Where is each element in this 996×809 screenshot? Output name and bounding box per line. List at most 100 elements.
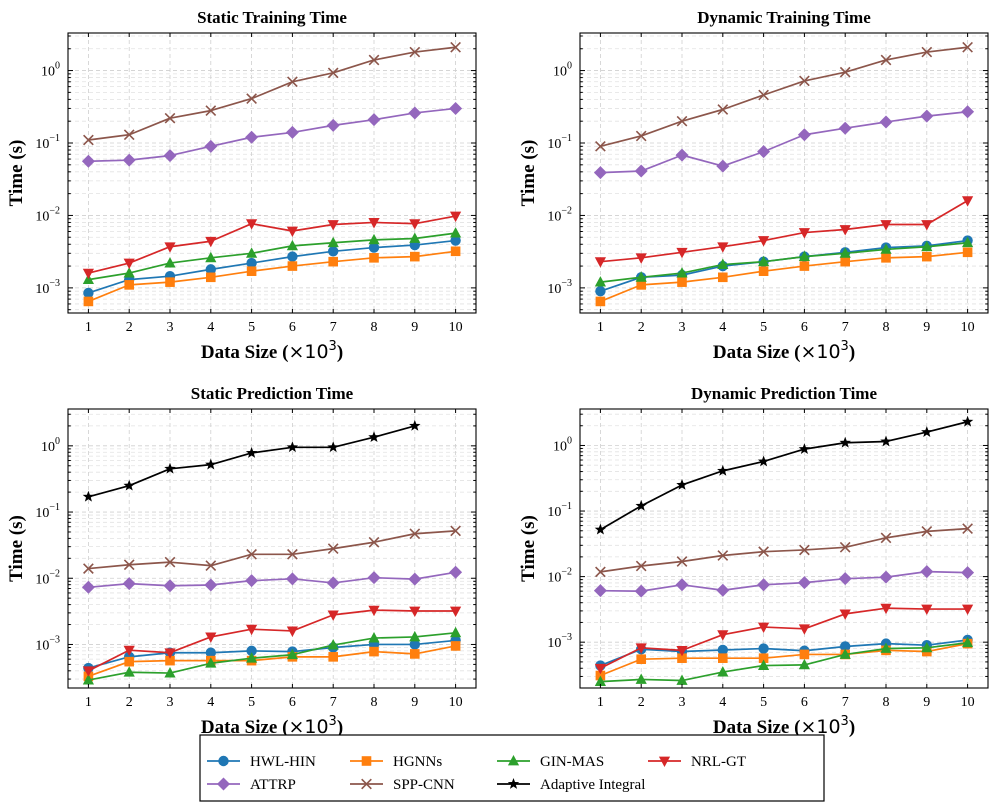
axes: 1 2 3 4 5 6 7 8 9 10 10−3 10−2 10−1 100	[35, 33, 476, 335]
data-point-gin-mas	[123, 666, 135, 677]
series-nrl-gt	[594, 196, 974, 268]
panel-title: Dynamic Training Time	[697, 8, 871, 27]
data-point-gin-mas	[758, 255, 770, 267]
x-tick-label: 8	[883, 695, 890, 710]
x-tick-label: 3	[679, 320, 686, 335]
series-attrp	[593, 565, 975, 598]
data-point-gin-mas	[798, 250, 810, 262]
x-tick-label: 9	[411, 695, 418, 710]
data-point-spp-cnn	[635, 130, 647, 142]
y-tick-label: 10−2	[35, 568, 60, 587]
series-nrl-gt	[82, 605, 462, 677]
data-point-spp-cnn	[799, 544, 810, 556]
data-point-gin-mas	[717, 666, 729, 677]
data-point-gin-mas	[839, 247, 851, 258]
axes: 1 2 3 4 5 6 7 8 9 10 10−3 10−2 10−1 100	[547, 33, 988, 335]
x-tick-label: 2	[126, 320, 133, 335]
x-tick-label: 8	[371, 320, 378, 335]
y-tick-label: 10−3	[547, 632, 572, 651]
series-line-gin-mas	[600, 641, 968, 683]
data-point-gin-mas	[798, 658, 810, 670]
data-point-nrl-gt	[368, 218, 380, 229]
data-point-hwl-hin	[205, 264, 216, 275]
series-gin-mas	[82, 626, 462, 685]
x-tick-label: 1	[85, 320, 92, 335]
data-point-attrp	[204, 578, 218, 592]
x-tick-label: 4	[207, 695, 214, 710]
data-point-attrp	[163, 149, 177, 163]
data-point-hwl-hin	[205, 647, 216, 658]
data-point-spp-cnn	[921, 46, 933, 58]
x-tick-label: 5	[248, 320, 255, 335]
data-point-adaptive-integral	[205, 458, 217, 470]
panel-static-prediction: 1 2 3 4 5 6 7 8 9 10 10−3 10−2 10−1 100 Static Predict…	[6, 384, 477, 738]
data-point-nrl-gt	[962, 196, 974, 207]
x-tick-label: 4	[719, 695, 726, 710]
data-point-hgnns	[718, 653, 728, 663]
data-point-gin-mas	[246, 652, 258, 663]
data-point-spp-cnn	[327, 543, 339, 555]
y-tick-label: 10−2	[547, 205, 572, 224]
series-spp-cnn	[595, 41, 973, 152]
data-point-nrl-gt	[921, 604, 933, 616]
data-point-attrp	[879, 570, 893, 584]
x-tick-label: 1	[85, 695, 92, 710]
data-point-hgnns	[636, 654, 646, 664]
data-point-hwl-hin	[328, 246, 339, 257]
y-tick-label: 10−2	[547, 567, 572, 586]
data-point-hgnns	[165, 655, 175, 666]
data-point-hwl-hin	[758, 643, 769, 654]
data-point-hgnns	[246, 266, 257, 276]
data-point-spp-cnn	[205, 560, 217, 572]
data-point-nrl-gt	[880, 220, 892, 231]
grid	[68, 409, 476, 688]
series-adaptive-integral	[594, 415, 974, 535]
data-point-spp-cnn	[123, 129, 135, 141]
data-point-nrl-gt	[327, 610, 339, 621]
data-point-gin-mas	[880, 642, 892, 653]
data-point-hgnns	[758, 266, 769, 276]
x-tick-label: 10	[961, 695, 975, 710]
data-point-hgnns	[410, 649, 420, 659]
legend-marker-hwl-hin	[218, 755, 229, 767]
data-point-gin-mas	[676, 674, 688, 685]
data-point-spp-cnn	[123, 559, 135, 571]
data-point-hgnns	[83, 296, 94, 307]
data-point-spp-cnn	[921, 525, 933, 537]
data-point-attrp	[81, 154, 95, 168]
data-point-gin-mas	[286, 648, 298, 660]
data-point-gin-mas	[594, 675, 606, 687]
data-point-hwl-hin	[246, 257, 257, 269]
x-tick-label: 6	[801, 320, 808, 335]
data-point-adaptive-integral	[82, 490, 95, 502]
data-point-hgnns	[328, 256, 338, 267]
data-point-spp-cnn	[246, 548, 257, 560]
series-hwl-hin	[83, 235, 461, 299]
data-point-attrp	[961, 566, 975, 580]
x-tick-label: 5	[248, 695, 255, 710]
data-point-attrp	[245, 574, 259, 588]
data-point-hwl-hin	[83, 287, 94, 299]
data-point-attrp	[367, 571, 381, 585]
data-point-spp-cnn	[83, 134, 94, 146]
x-tick-label: 6	[801, 695, 808, 710]
series-line-hgnns	[600, 642, 968, 677]
data-point-nrl-gt	[798, 228, 810, 239]
x-tick-label: 2	[638, 695, 645, 710]
data-point-hgnns	[799, 649, 810, 660]
data-point-nrl-gt	[327, 220, 339, 231]
legend: HWL-HIN HGNNs GIN-MAS NRL-GT ATTRP SPP-CNN Ada…	[199, 734, 825, 802]
legend-label: Adaptive Integral	[540, 777, 645, 793]
y-axis-label: Time (s)	[518, 140, 539, 207]
data-point-gin-mas	[123, 267, 135, 278]
panel-title: Dynamic Prediction Time	[691, 384, 878, 403]
data-point-attrp	[408, 106, 422, 120]
data-point-gin-mas	[82, 674, 94, 685]
data-point-attrp	[326, 118, 340, 132]
legend-label: ATTRP	[250, 777, 296, 793]
data-point-gin-mas	[962, 636, 974, 648]
data-point-nrl-gt	[246, 219, 258, 230]
data-point-attrp	[634, 164, 648, 178]
legend-marker-spp-cnn	[361, 778, 372, 790]
